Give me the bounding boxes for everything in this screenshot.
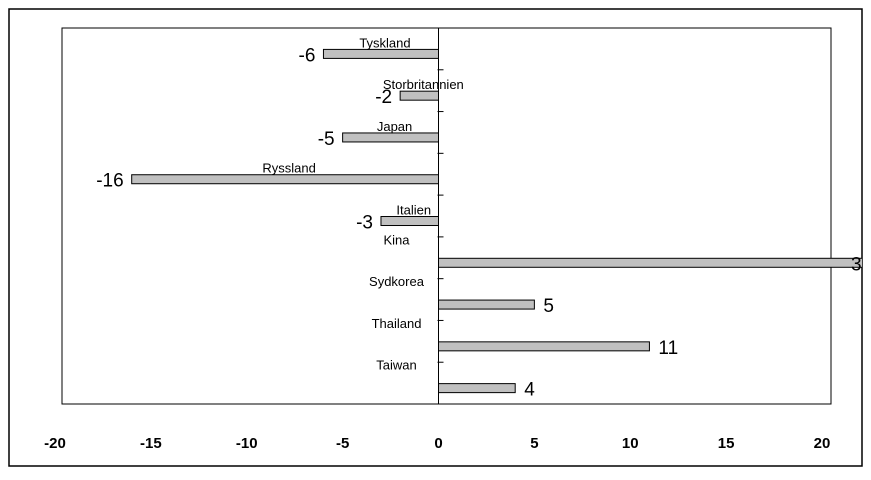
data-label-ryssland: -16 <box>96 171 123 192</box>
bar-taiwan <box>439 384 516 393</box>
bar-thailand <box>439 342 650 351</box>
data-label-japan: -5 <box>318 129 335 150</box>
x-tick-label: -20 <box>44 435 66 452</box>
x-tick-label: 15 <box>718 435 735 452</box>
bar-tyskland <box>323 49 438 58</box>
x-tick-label: 20 <box>814 435 831 452</box>
category-label-ryssland: Ryssland <box>262 161 315 176</box>
category-label-thailand: Thailand <box>372 316 422 331</box>
category-label-japan: Japan <box>377 119 412 134</box>
bar-storbritannien <box>400 91 438 100</box>
category-label-storbritannien: Storbritannien <box>383 77 464 92</box>
x-tick-label: 0 <box>434 435 442 452</box>
data-label-kina: 333 <box>851 254 871 275</box>
bar-kina <box>439 258 871 267</box>
x-tick-label: -15 <box>140 435 162 452</box>
data-label-thailand: 11 <box>658 338 678 359</box>
category-label-italien: Italien <box>396 203 431 218</box>
category-label-taiwan: Taiwan <box>376 358 416 373</box>
x-tick-label: 5 <box>530 435 538 452</box>
bar-italien <box>381 217 439 226</box>
data-label-sydkorea: 5 <box>543 296 554 317</box>
data-label-italien: -3 <box>356 213 373 234</box>
x-tick-label: 10 <box>622 435 639 452</box>
bar-sydkorea <box>439 300 535 309</box>
data-label-taiwan: 4 <box>524 380 535 401</box>
category-label-tyskland: Tyskland <box>359 35 410 50</box>
data-label-storbritannien: -2 <box>375 87 392 108</box>
x-tick-label: -5 <box>336 435 349 452</box>
category-label-sydkorea: Sydkorea <box>369 274 425 289</box>
data-label-tyskland: -6 <box>299 45 316 66</box>
category-label-kina: Kina <box>383 232 410 247</box>
bar-japan <box>343 133 439 142</box>
x-tick-label: -10 <box>236 435 258 452</box>
bar-ryssland <box>132 175 439 184</box>
